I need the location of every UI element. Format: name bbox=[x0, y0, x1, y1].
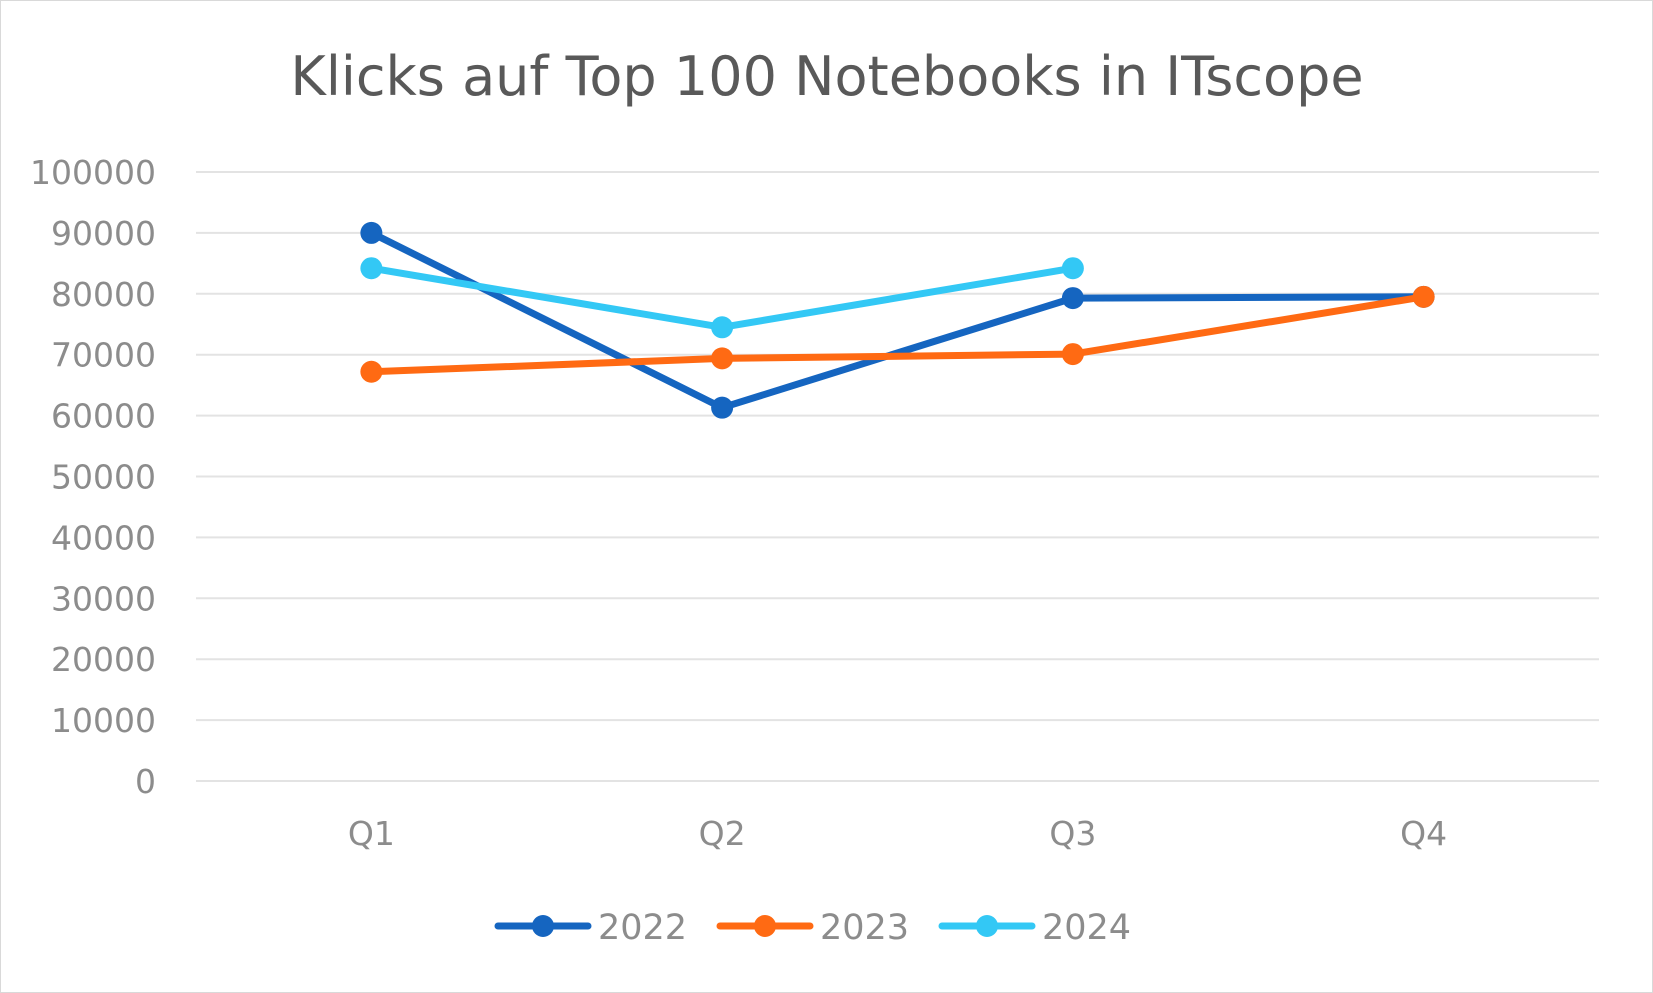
y-tick-label-20000: 20000 bbox=[51, 640, 156, 679]
series-line-2023 bbox=[367, 293, 1428, 376]
y-tick-label-70000: 70000 bbox=[51, 336, 156, 375]
gridlines bbox=[196, 171, 1599, 782]
chart-title: Klicks auf Top 100 Notebooks in ITscope bbox=[290, 45, 1363, 108]
data-point-2024-q3 bbox=[1061, 257, 1084, 280]
y-tick-label-90000: 90000 bbox=[51, 214, 156, 253]
data-point-2023-q2 bbox=[711, 347, 734, 370]
legend-item-2023: 2023 bbox=[716, 908, 909, 948]
data-point-2024-q2 bbox=[711, 316, 734, 339]
y-tick-label-100000: 100000 bbox=[30, 153, 156, 192]
data-point-2024-q1 bbox=[360, 257, 383, 280]
legend-marker-2022 bbox=[532, 915, 554, 937]
legend: 2022 2023 2024 bbox=[494, 908, 1131, 948]
x-tick-label-q3: Q3 bbox=[1049, 814, 1096, 853]
x-tick-label-q1: Q1 bbox=[348, 814, 395, 853]
data-point-2022-q2 bbox=[711, 396, 734, 419]
y-axis-tick-labels: 0 10000 20000 30000 40000 50000 60000 70000 8000… bbox=[30, 153, 156, 801]
data-point-2023-q3 bbox=[1061, 343, 1084, 366]
y-tick-label-30000: 30000 bbox=[51, 579, 156, 618]
data-point-2022-q1 bbox=[360, 221, 383, 244]
y-tick-label-10000: 10000 bbox=[51, 701, 156, 740]
x-axis-tick-labels: Q1 Q2 Q3 Q4 bbox=[348, 814, 1447, 853]
data-point-2022-q3 bbox=[1061, 287, 1084, 310]
y-tick-label-80000: 80000 bbox=[51, 275, 156, 314]
y-tick-label-40000: 40000 bbox=[51, 518, 156, 557]
legend-label-2023: 2023 bbox=[820, 908, 909, 948]
legend-marker-2023 bbox=[754, 915, 776, 937]
x-tick-label-q4: Q4 bbox=[1400, 814, 1447, 853]
series-lines bbox=[360, 221, 1435, 419]
data-point-2023-q4 bbox=[1412, 285, 1435, 308]
legend-label-2024: 2024 bbox=[1042, 908, 1131, 948]
y-tick-label-60000: 60000 bbox=[51, 397, 156, 436]
legend-marker-2024 bbox=[976, 915, 998, 937]
legend-item-2022: 2022 bbox=[494, 908, 687, 948]
y-tick-label-50000: 50000 bbox=[51, 458, 156, 497]
series-2023 bbox=[360, 285, 1435, 383]
data-point-2023-q1 bbox=[360, 360, 383, 383]
legend-label-2022: 2022 bbox=[598, 908, 687, 948]
y-tick-label-0: 0 bbox=[135, 762, 156, 801]
legend-item-2024: 2024 bbox=[938, 908, 1131, 948]
x-tick-label-q2: Q2 bbox=[699, 814, 746, 853]
series-2024 bbox=[360, 257, 1084, 339]
